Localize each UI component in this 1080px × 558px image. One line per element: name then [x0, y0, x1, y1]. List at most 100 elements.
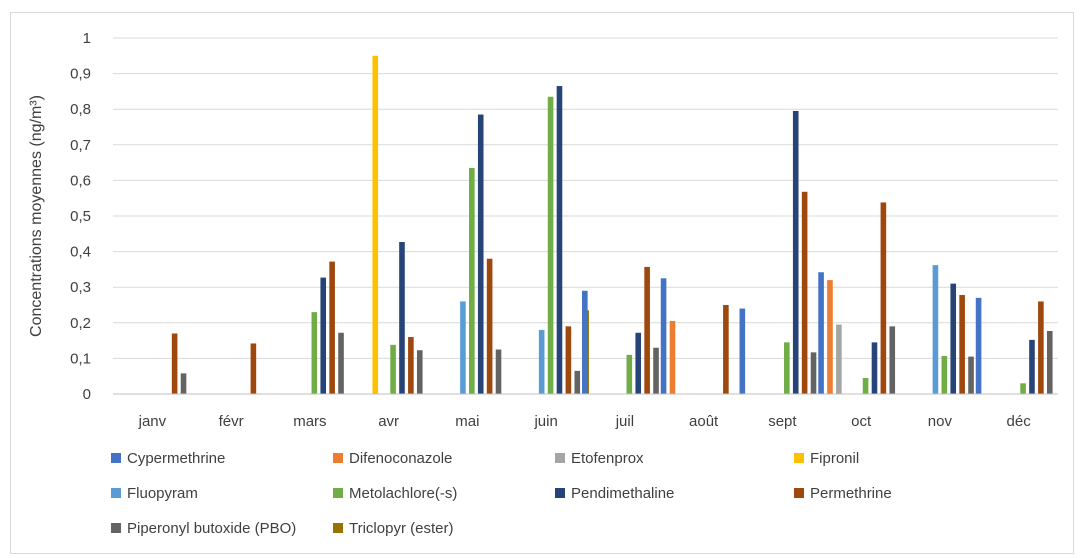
- bar: [320, 277, 327, 394]
- y-axis-ticks: 0 0,1 0,2 0,3 0,4 0,5 0,6 0,7 0,8 0,9 1: [70, 30, 91, 403]
- bars: [171, 55, 1053, 395]
- bar: [469, 167, 475, 394]
- bar: [818, 272, 824, 394]
- bar: [784, 342, 790, 394]
- bar: [871, 342, 878, 394]
- bar: [644, 266, 650, 394]
- y-tick-label: 0,4: [70, 244, 91, 261]
- bar: [889, 326, 896, 394]
- bar: [565, 326, 572, 394]
- bar: [329, 261, 335, 394]
- legend-swatch: [794, 488, 804, 498]
- y-axis-label: Concentrations moyennes (ng/m³): [28, 95, 45, 337]
- bar: [556, 86, 563, 394]
- bar: [416, 350, 423, 394]
- bar: [372, 55, 379, 395]
- bar: [1029, 339, 1035, 394]
- legend-label: Difenoconazole: [349, 450, 452, 467]
- x-tick-label: avr: [378, 413, 399, 430]
- bar: [311, 312, 318, 394]
- bar: [975, 297, 982, 394]
- bar: [968, 356, 974, 394]
- legend-label: Metolachlore(-s): [349, 485, 457, 502]
- bar: [739, 308, 746, 394]
- bar: [932, 265, 939, 394]
- y-tick-label: 0,8: [70, 101, 91, 118]
- x-tick-label: juil: [615, 413, 634, 430]
- y-tick-label: 0,6: [70, 172, 91, 189]
- bar: [669, 321, 676, 394]
- chart-frame: 0 0,1 0,2 0,3 0,4 0,5 0,6 0,7 0,8 0,9 1 janv févr ma…: [10, 12, 1074, 554]
- x-tick-label: mai: [455, 413, 479, 430]
- legend-label: Cypermethrine: [127, 450, 225, 467]
- legend-item: Difenoconazole: [333, 450, 452, 467]
- legend-swatch: [794, 453, 804, 463]
- legend-swatch: [111, 523, 121, 533]
- legend-swatch: [111, 488, 121, 498]
- x-tick-label: mars: [293, 413, 326, 430]
- bar: [171, 333, 178, 394]
- bar: [338, 332, 344, 394]
- legend-swatch: [333, 523, 343, 533]
- legend-item: Pendimethaline: [555, 485, 674, 502]
- legend-item: Etofenprox: [555, 450, 644, 467]
- bar: [941, 355, 948, 394]
- legend-swatch: [555, 453, 565, 463]
- bar: [723, 305, 729, 394]
- legend-swatch: [111, 453, 121, 463]
- x-tick-label: févr: [219, 413, 244, 430]
- bar-chart: 0 0,1 0,2 0,3 0,4 0,5 0,6 0,7 0,8 0,9 1 janv févr ma…: [28, 30, 1058, 537]
- bar: [250, 343, 257, 394]
- bar: [399, 241, 405, 394]
- legend-item: Fipronil: [794, 450, 859, 467]
- bar: [836, 324, 842, 394]
- bar: [477, 114, 484, 394]
- legend-label: Fluopyram: [127, 485, 198, 502]
- bar: [574, 370, 581, 394]
- legend-item: Metolachlore(-s): [333, 485, 457, 502]
- bar: [635, 332, 642, 394]
- x-tick-label: sept: [768, 413, 797, 430]
- bar: [538, 329, 545, 394]
- bar: [626, 354, 633, 394]
- legend-label: Permethrine: [810, 485, 892, 502]
- x-tick-label: déc: [1007, 413, 1032, 430]
- legend-item: Fluopyram: [111, 485, 198, 502]
- bar: [792, 110, 799, 394]
- legend-label: Pendimethaline: [571, 485, 674, 502]
- bar: [653, 347, 659, 394]
- x-tick-label: janv: [138, 413, 167, 430]
- bar: [950, 283, 957, 394]
- bar: [1046, 330, 1053, 394]
- x-axis-ticks: janv févr mars avr mai juin juil août sept oct nov…: [138, 413, 1032, 430]
- bar: [880, 202, 887, 394]
- bar: [1038, 301, 1044, 394]
- y-tick-label: 0: [83, 386, 91, 403]
- gridlines: [113, 37, 1058, 359]
- bar: [390, 344, 396, 394]
- bar: [582, 290, 588, 394]
- x-tick-label: juin: [533, 413, 557, 430]
- legend-swatch: [333, 488, 343, 498]
- legend-swatch: [333, 453, 343, 463]
- legend-item: Piperonyl butoxide (PBO): [111, 520, 296, 537]
- legend-label: Fipronil: [810, 450, 859, 467]
- bar: [959, 295, 965, 394]
- bar: [460, 301, 466, 394]
- bar: [408, 337, 414, 394]
- legend-label: Etofenprox: [571, 450, 644, 467]
- x-tick-label: août: [689, 413, 719, 430]
- legend-item: Permethrine: [794, 485, 892, 502]
- x-tick-label: nov: [928, 413, 953, 430]
- legend-item: Cypermethrine: [111, 450, 225, 467]
- bar: [660, 278, 667, 394]
- y-tick-label: 0,9: [70, 66, 91, 83]
- x-tick-label: oct: [851, 413, 872, 430]
- bar: [486, 258, 493, 394]
- y-tick-label: 0,7: [70, 137, 91, 154]
- legend-label: Piperonyl butoxide (PBO): [127, 520, 296, 537]
- y-tick-label: 0,1: [70, 350, 91, 367]
- y-tick-label: 0,5: [70, 208, 91, 225]
- bar: [801, 191, 808, 394]
- bar: [547, 96, 554, 395]
